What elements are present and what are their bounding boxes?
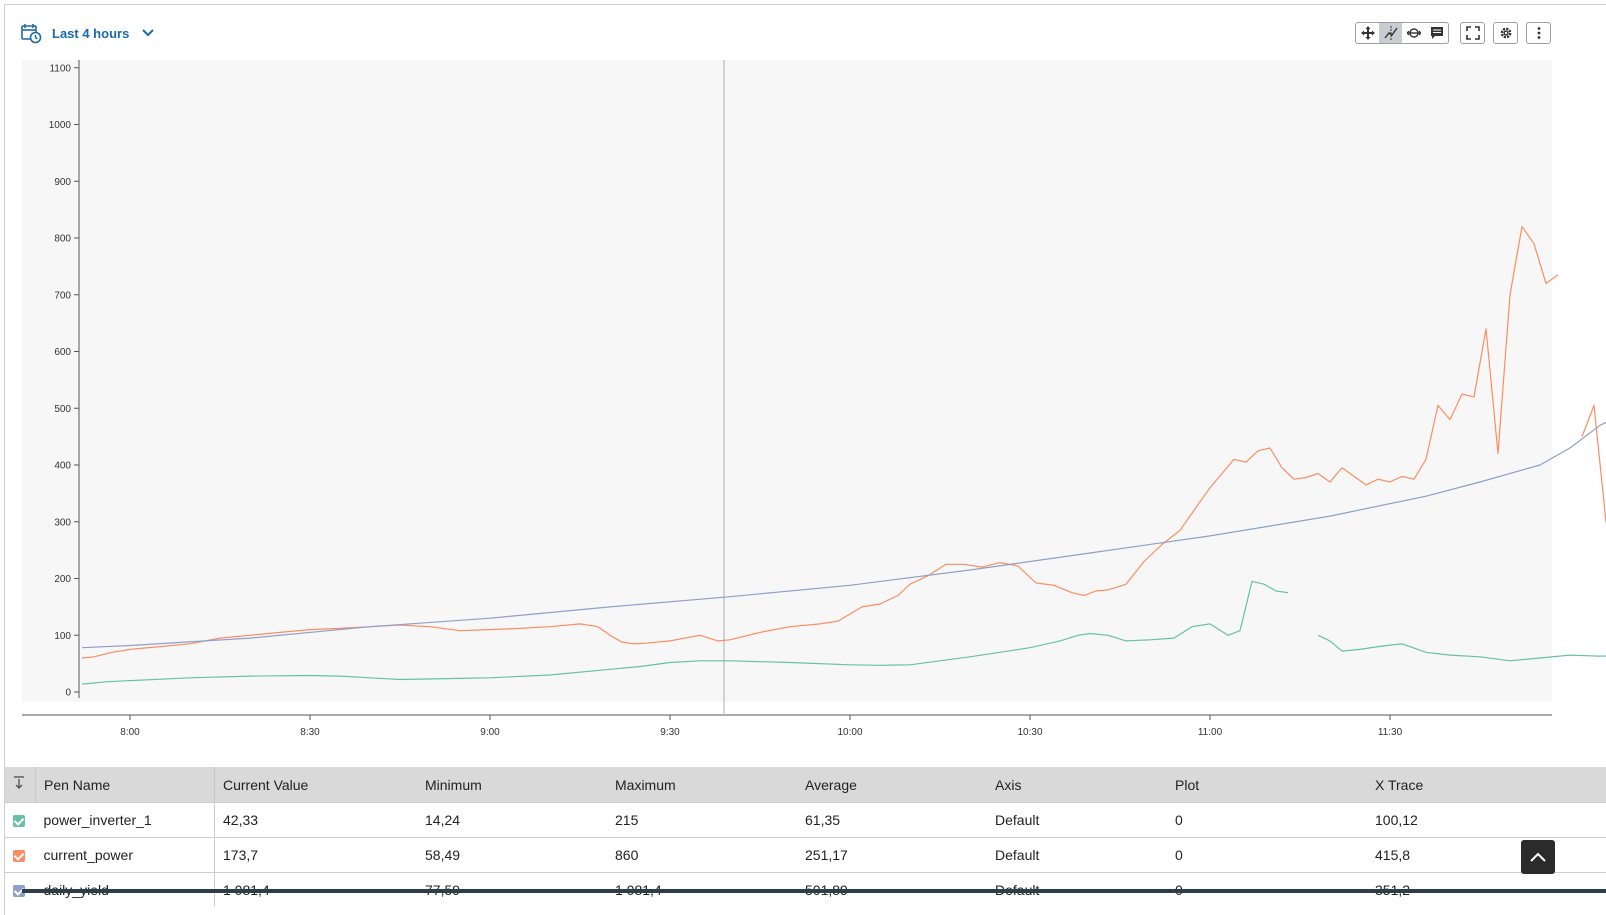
series-line-current_power xyxy=(1581,404,1606,523)
scroll-to-top-button[interactable] xyxy=(1521,840,1555,874)
crosshair-button[interactable] xyxy=(1379,23,1402,43)
pen-name-cell: current_power xyxy=(35,837,215,873)
col-header-average[interactable]: Average xyxy=(797,767,987,803)
pen-visibility-cell xyxy=(5,837,36,873)
pen-row[interactable]: current_power 173,7 58,49 860 251,17 Default 0… xyxy=(5,837,1606,873)
gear-icon xyxy=(1500,27,1511,39)
y-tick-label: 300 xyxy=(54,517,71,528)
settings-group xyxy=(1493,22,1518,44)
y-tick-label: 900 xyxy=(54,177,71,188)
y-tick-label: 1000 xyxy=(49,120,72,131)
series-line-daily_yield xyxy=(81,421,1606,649)
trend-toolbar: Last 4 hours xyxy=(0,0,1606,60)
pen-name-cell: power_inverter_1 xyxy=(35,802,215,838)
chevron-down-icon xyxy=(142,29,155,37)
x-tick-label: 10:00 xyxy=(837,727,862,738)
bottom-scroll-strip xyxy=(22,889,1606,893)
chart-plot-background xyxy=(22,60,1552,702)
y-tick-label: 1100 xyxy=(49,63,71,74)
maximum-cell: 215 xyxy=(607,802,797,838)
calendar-clock-icon xyxy=(21,24,42,44)
series-line-current_power xyxy=(81,226,1559,659)
axis-cell: Default xyxy=(987,802,1167,838)
plot-cell: 0 xyxy=(1167,837,1367,873)
col-header-pen-name[interactable]: Pen Name xyxy=(35,767,215,803)
maximum-cell: 860 xyxy=(607,837,797,873)
y-tick-label: 100 xyxy=(54,631,71,642)
x-tick-label: 8:00 xyxy=(120,727,140,738)
series-line-power_inverter_1 xyxy=(81,580,1289,685)
y-tick-label: 800 xyxy=(54,234,71,245)
crosshair-icon xyxy=(1383,26,1398,40)
x-trace-cell: 100,12 xyxy=(1367,802,1606,838)
pen-visibility-checkbox[interactable] xyxy=(13,850,25,863)
pen-visibility-checkbox[interactable] xyxy=(13,885,25,898)
annotation-button[interactable] xyxy=(1425,23,1448,43)
plot-cell: 0 xyxy=(1167,802,1367,838)
more-group xyxy=(1526,22,1551,44)
time-range-selector[interactable]: Last 4 hours xyxy=(20,20,155,46)
pen-visibility-cell xyxy=(5,802,36,838)
col-header-axis[interactable]: Axis xyxy=(987,767,1167,803)
time-range-label: Last 4 hours xyxy=(52,25,130,41)
chart-mode-group xyxy=(1355,22,1449,44)
fullscreen-group xyxy=(1460,22,1485,44)
pen-row[interactable]: power_inverter_1 42,33 14,24 215 61,35 Defaul… xyxy=(5,802,1606,838)
y-tick-label: 0 xyxy=(65,688,71,699)
col-header-x-trace[interactable]: X Trace xyxy=(1367,767,1606,803)
x-zoom-button[interactable] xyxy=(1402,23,1425,43)
more-vert-icon xyxy=(1537,27,1540,39)
pen-table-header: Pen Name Current Value Minimum Maximum A… xyxy=(5,767,1606,803)
fullscreen-button[interactable] xyxy=(1461,23,1484,43)
pen-visibility-checkbox[interactable] xyxy=(13,815,25,828)
x-tick-label: 9:00 xyxy=(480,727,500,738)
settings-button[interactable] xyxy=(1494,23,1517,43)
col-header-maximum[interactable]: Maximum xyxy=(607,767,797,803)
x-tick-label: 9:30 xyxy=(660,727,680,738)
col-header-plot[interactable]: Plot xyxy=(1167,767,1367,803)
current-value-cell: 42,33 xyxy=(214,802,417,838)
fullscreen-icon xyxy=(1465,26,1480,40)
trend-chart[interactable]: 0 100 200 300 400 500 600 700 800 900 1000 1100 8:00… xyxy=(0,0,1606,750)
minimum-cell: 58,49 xyxy=(417,837,607,873)
col-header-current-value[interactable]: Current Value xyxy=(214,767,417,803)
y-tick-label: 200 xyxy=(54,574,71,585)
x-tick-label: 11:30 xyxy=(1378,727,1403,738)
series-line-power_inverter_1 xyxy=(1317,634,1606,662)
x-zoom-icon xyxy=(1406,28,1421,38)
annotation-icon xyxy=(1430,27,1443,39)
y-tick-label: 500 xyxy=(54,404,71,415)
collapse-column-header[interactable] xyxy=(5,767,36,803)
axis-cell: Default xyxy=(987,837,1167,873)
chevron-up-icon xyxy=(1530,852,1546,862)
average-cell: 61,35 xyxy=(797,802,987,838)
x-tick-label: 8:30 xyxy=(300,727,320,738)
more-options-button[interactable] xyxy=(1527,23,1550,43)
col-header-minimum[interactable]: Minimum xyxy=(417,767,607,803)
current-value-cell: 173,7 xyxy=(214,837,417,873)
y-tick-label: 400 xyxy=(54,461,71,472)
x-tick-label: 11:00 xyxy=(1198,727,1223,738)
pan-button[interactable] xyxy=(1356,23,1379,43)
average-cell: 251,17 xyxy=(797,837,987,873)
collapse-table-icon xyxy=(14,776,24,789)
x-tick-label: 10:30 xyxy=(1017,727,1042,738)
y-tick-label: 700 xyxy=(54,290,71,301)
minimum-cell: 14,24 xyxy=(417,802,607,838)
x-trace-cell: 415,8 xyxy=(1367,837,1606,873)
pan-icon xyxy=(1360,26,1375,40)
panel-frame xyxy=(4,4,1606,915)
pen-table: Pen Name Current Value Minimum Maximum A… xyxy=(5,767,1606,907)
y-tick-label: 600 xyxy=(54,347,71,358)
